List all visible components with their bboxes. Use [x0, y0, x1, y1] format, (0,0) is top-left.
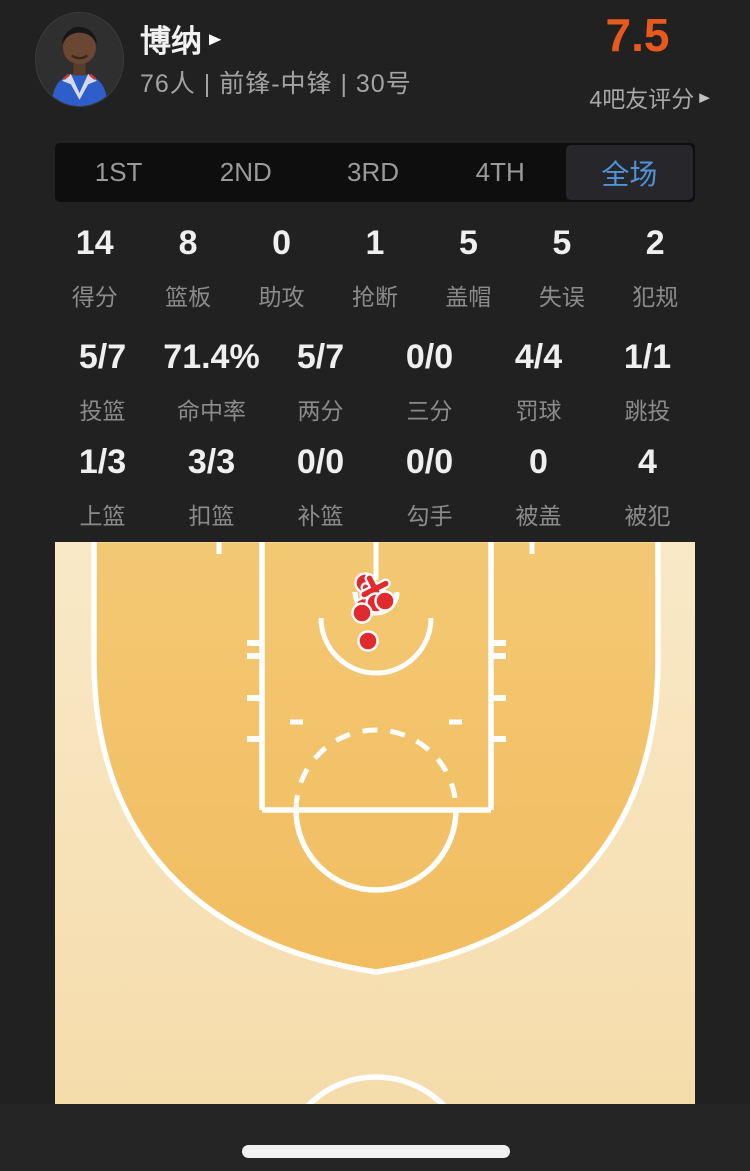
stat-value: 4/4	[514, 338, 563, 376]
stats-row-shooting: 5/7 投篮 71.4% 命中率 5/7 两分 0/0 三分 4/4 罚球 1/…	[48, 338, 702, 426]
lane-hash-marks-left	[247, 640, 261, 742]
stat-putback: 0/0 补篮	[266, 443, 375, 531]
stat-label: 扣篮	[188, 503, 235, 529]
stat-assists: 0 助攻	[235, 224, 328, 312]
player-name-text: 博纳	[140, 24, 202, 59]
stat-label: 抢断	[351, 284, 398, 310]
stat-value: 0/0	[405, 443, 454, 481]
stat-value: 0/0	[296, 443, 345, 481]
stat-label: 失误	[538, 284, 585, 310]
shot-markers-layer	[351, 572, 396, 652]
stat-2pt: 5/7 两分	[266, 338, 375, 426]
restricted-area-arc	[318, 617, 434, 676]
stat-steals: 1 抢断	[328, 224, 421, 312]
player-name[interactable]: 博纳 ▶	[140, 16, 221, 61]
made-shot-marker	[374, 590, 396, 612]
stat-value: 0/0	[405, 338, 454, 376]
shot-chart-court	[55, 542, 695, 1104]
stat-value: 5/7	[78, 338, 127, 376]
center-circle	[305, 1074, 447, 1104]
stat-label: 命中率	[177, 398, 246, 424]
player-photo	[36, 13, 123, 106]
stat-value: 5	[552, 224, 572, 262]
quarter-tabbar: 1ST 2ND 3RD 4TH 全场	[55, 143, 695, 202]
lane-hash-marks-right	[492, 640, 506, 742]
stat-value: 0	[529, 443, 548, 481]
stat-label: 三分	[406, 398, 453, 424]
stat-label: 勾手	[406, 503, 453, 529]
stat-value: 0	[272, 224, 292, 262]
stat-fouled: 4 被犯	[593, 443, 702, 531]
stat-label: 被犯	[624, 503, 671, 529]
stat-value: 1	[365, 224, 385, 262]
fan-rating-link[interactable]: 4吧友评分 ▶	[589, 80, 710, 114]
stat-value: 3/3	[187, 443, 236, 481]
stat-blocks: 5 盖帽	[422, 224, 515, 312]
stat-label: 篮板	[165, 284, 212, 310]
stat-value: 4	[638, 443, 657, 481]
player-subtitle: 76人 | 前锋-中锋 | 30号	[140, 70, 412, 98]
stat-label: 上篮	[79, 503, 126, 529]
stat-fg: 5/7 投篮	[48, 338, 157, 426]
stat-turnovers: 5 失误	[515, 224, 608, 312]
stat-value: 14	[75, 224, 114, 262]
stat-jumpshot: 1/1 跳投	[593, 338, 702, 426]
stat-value: 5/7	[296, 338, 345, 376]
stat-label: 盖帽	[445, 284, 492, 310]
stat-label: 得分	[71, 284, 118, 310]
stat-label: 罚球	[515, 398, 562, 424]
stat-3pt: 0/0 三分	[375, 338, 484, 426]
home-indicator[interactable]	[242, 1145, 510, 1158]
stat-value: 5	[458, 224, 478, 262]
bottom-system-bar	[0, 1104, 750, 1171]
player-rating: 7.5	[605, 9, 670, 61]
tab-4th[interactable]: 4TH	[475, 157, 525, 187]
stat-label: 犯规	[632, 284, 679, 310]
stat-value: 1/1	[623, 338, 672, 376]
player-avatar[interactable]	[35, 12, 124, 107]
stat-dunk: 3/3 扣篮	[157, 443, 266, 531]
stat-rebounds: 8 篮板	[141, 224, 234, 312]
stats-row-detail: 1/3 上篮 3/3 扣篮 0/0 补篮 0/0 勾手 0 被盖 4 被犯	[48, 443, 702, 531]
stat-ft: 4/4 罚球	[484, 338, 593, 426]
baseline-ticks	[216, 542, 535, 554]
stat-hook: 0/0 勾手	[375, 443, 484, 531]
stat-label: 两分	[297, 398, 344, 424]
lane-lines	[259, 542, 494, 813]
made-shot-marker	[351, 602, 373, 624]
chevron-right-icon: ▶	[209, 31, 222, 47]
court-floor-inside-arc	[94, 542, 658, 973]
stat-value: 2	[645, 224, 665, 262]
stat-layup: 1/3 上篮	[48, 443, 157, 531]
tab-full-game[interactable]: 全场	[565, 145, 694, 200]
chevron-right-icon: ▶	[699, 89, 710, 104]
tab-1st[interactable]: 1ST	[94, 157, 143, 187]
stat-got-blocked: 0 被盖	[484, 443, 593, 531]
stat-value: 1/3	[78, 443, 127, 481]
free-throw-circle-solid	[293, 809, 459, 893]
stat-label: 被盖	[515, 503, 562, 529]
stat-points: 14 得分	[48, 224, 141, 312]
tab-3rd[interactable]: 3RD	[347, 157, 400, 187]
made-shot-marker	[357, 630, 379, 652]
free-throw-circle-dashed	[293, 727, 459, 811]
stat-fouls: 2 犯规	[609, 224, 702, 312]
stat-label: 助攻	[258, 284, 305, 310]
stat-value: 8	[178, 224, 198, 262]
stat-fg-pct: 71.4% 命中率	[157, 338, 266, 426]
tab-2nd[interactable]: 2ND	[219, 157, 272, 187]
stat-value: 71.4%	[163, 338, 260, 376]
stats-row-basic: 14 得分 8 篮板 0 助攻 1 抢断 5 盖帽 5 失误 2 犯规	[48, 224, 702, 312]
stat-label: 跳投	[624, 398, 671, 424]
fan-rating-text: 4吧友评分	[589, 86, 695, 112]
stat-label: 补篮	[297, 503, 344, 529]
stat-label: 投篮	[79, 398, 126, 424]
three-point-line	[91, 542, 661, 975]
